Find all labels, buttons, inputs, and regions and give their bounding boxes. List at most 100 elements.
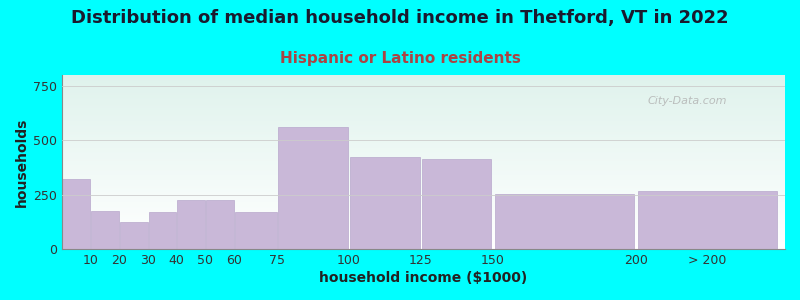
Bar bbox=[62, 96, 785, 97]
Bar bbox=[206, 200, 234, 249]
Bar bbox=[62, 115, 785, 116]
Bar bbox=[62, 220, 785, 221]
Bar bbox=[62, 231, 785, 232]
Bar bbox=[62, 179, 785, 180]
Bar bbox=[62, 172, 785, 173]
Bar bbox=[62, 236, 785, 237]
Bar bbox=[62, 243, 785, 244]
Bar bbox=[62, 171, 785, 172]
Bar bbox=[120, 222, 148, 249]
Bar bbox=[62, 128, 785, 129]
Bar bbox=[62, 178, 785, 179]
Bar bbox=[62, 215, 785, 216]
Bar bbox=[62, 191, 785, 192]
Bar bbox=[62, 234, 785, 235]
Bar bbox=[62, 124, 785, 125]
Bar bbox=[62, 123, 785, 124]
Bar bbox=[62, 83, 785, 84]
Bar bbox=[494, 194, 634, 249]
Bar bbox=[62, 155, 785, 156]
Bar bbox=[62, 223, 785, 224]
Bar bbox=[62, 187, 785, 188]
Bar bbox=[62, 165, 785, 166]
Bar bbox=[62, 79, 785, 80]
Bar bbox=[62, 188, 785, 189]
Bar bbox=[62, 203, 785, 204]
Bar bbox=[62, 205, 785, 206]
Bar bbox=[62, 78, 785, 79]
Bar bbox=[62, 132, 785, 133]
Bar bbox=[62, 175, 785, 176]
Text: Distribution of median household income in Thetford, VT in 2022: Distribution of median household income … bbox=[71, 9, 729, 27]
Bar bbox=[62, 117, 785, 118]
Bar bbox=[62, 211, 785, 212]
Bar bbox=[62, 143, 785, 144]
Bar bbox=[62, 102, 785, 103]
Bar bbox=[62, 152, 785, 153]
Bar bbox=[62, 134, 785, 135]
Bar bbox=[62, 144, 785, 145]
Bar bbox=[149, 212, 176, 249]
Bar bbox=[62, 127, 785, 128]
Bar bbox=[62, 210, 785, 211]
Bar bbox=[62, 180, 785, 181]
Bar bbox=[62, 225, 785, 226]
Bar bbox=[62, 85, 785, 86]
Bar bbox=[62, 90, 785, 91]
Bar bbox=[62, 182, 785, 183]
Bar bbox=[62, 153, 785, 154]
Bar bbox=[62, 94, 785, 95]
X-axis label: household income ($1000): household income ($1000) bbox=[319, 271, 528, 285]
Bar bbox=[62, 248, 785, 249]
Bar bbox=[62, 149, 785, 150]
Bar bbox=[62, 82, 785, 83]
Y-axis label: households: households bbox=[15, 117, 29, 207]
Bar bbox=[62, 216, 785, 217]
Bar bbox=[62, 110, 785, 111]
Bar bbox=[91, 211, 119, 249]
Bar bbox=[62, 239, 785, 240]
Bar bbox=[62, 179, 90, 249]
Bar bbox=[62, 95, 785, 96]
Bar bbox=[62, 222, 785, 223]
Bar bbox=[62, 244, 785, 245]
Bar bbox=[62, 89, 785, 90]
Bar bbox=[62, 196, 785, 197]
Bar bbox=[62, 204, 785, 205]
Bar bbox=[62, 121, 785, 122]
Bar bbox=[62, 218, 785, 219]
Bar bbox=[62, 111, 785, 112]
Bar bbox=[62, 81, 785, 82]
Bar bbox=[62, 86, 785, 87]
Bar bbox=[62, 163, 785, 164]
Bar bbox=[62, 198, 785, 199]
Bar bbox=[62, 114, 785, 115]
Bar bbox=[235, 212, 277, 249]
Bar bbox=[62, 161, 785, 162]
Bar bbox=[62, 151, 785, 152]
Bar bbox=[62, 77, 785, 78]
Bar bbox=[62, 122, 785, 123]
Bar bbox=[62, 200, 785, 201]
Bar bbox=[62, 76, 785, 77]
Bar bbox=[62, 104, 785, 105]
Bar bbox=[62, 185, 785, 186]
Bar bbox=[62, 154, 785, 155]
Bar bbox=[62, 206, 785, 207]
Bar bbox=[62, 88, 785, 89]
Bar bbox=[62, 84, 785, 85]
Bar bbox=[62, 120, 785, 121]
Bar bbox=[638, 191, 777, 249]
Bar bbox=[62, 147, 785, 148]
Bar bbox=[62, 80, 785, 81]
Bar bbox=[62, 245, 785, 246]
Bar bbox=[62, 126, 785, 127]
Bar bbox=[62, 247, 785, 248]
Text: City-Data.com: City-Data.com bbox=[648, 96, 727, 106]
Bar bbox=[62, 75, 785, 76]
Bar bbox=[62, 98, 785, 99]
Bar bbox=[62, 194, 785, 195]
Bar bbox=[178, 200, 205, 249]
Bar bbox=[62, 233, 785, 234]
Bar bbox=[62, 131, 785, 132]
